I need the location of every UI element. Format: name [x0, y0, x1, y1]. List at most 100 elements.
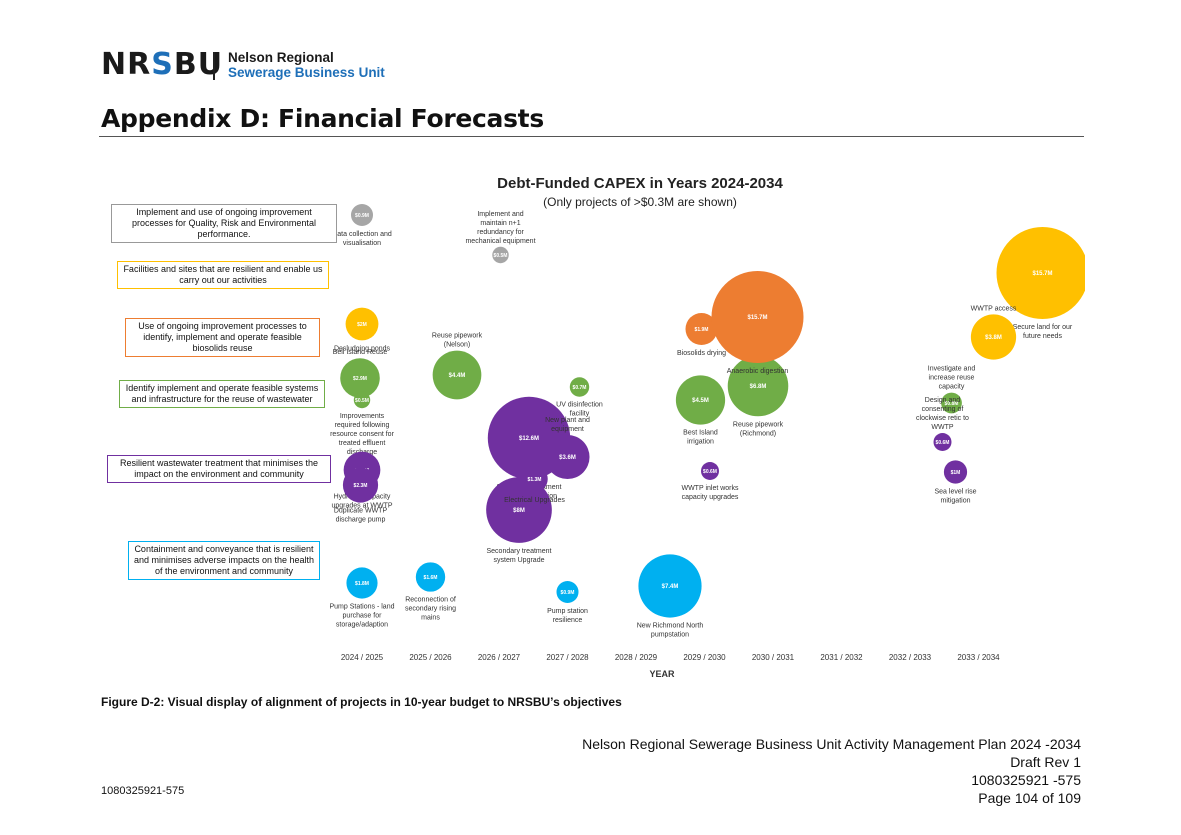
x-tick-label: 2031 / 2032	[820, 653, 863, 662]
bubble-mark	[685, 312, 718, 346]
x-tick-label: 2033 / 2034	[957, 653, 1000, 662]
bubble-project-label: Sea level rise mitigation	[934, 489, 976, 505]
bubble-value-label: $0.7M	[573, 385, 587, 391]
bubble-project-label: Pump Stations - land purchase for storage/…	[330, 604, 395, 629]
bubble-value-label: $15.7M	[747, 315, 767, 321]
bubble-project-label: Reconnection of secondary rising mains	[405, 597, 456, 622]
bubble: $0.9M Pump station resilience	[547, 580, 588, 624]
bubble-value-label: $2.9M	[353, 376, 367, 382]
bubble-mark	[675, 375, 726, 425]
bubble-mark	[941, 392, 962, 414]
bubble-mark	[432, 350, 482, 400]
bubble-project-label: Data collection and visualisation	[332, 231, 392, 247]
bubble: $15.7M Anaerobic digestion	[711, 271, 804, 375]
chart-title: Debt-Funded CAPEX in Years 2024-2034	[497, 175, 783, 192]
bubble: $1.8M Pump Stations - land purchase for sto…	[330, 567, 395, 629]
bubble-project-label: New Richmond North pumpstation	[637, 623, 704, 639]
bubble-value-label: $4.4M	[449, 373, 466, 379]
x-tick-label: 2030 / 2031	[752, 653, 795, 662]
objective-box-green: Identify implement and operate feasible …	[119, 380, 325, 408]
page-heading: Appendix D: Financial Forecasts	[101, 104, 544, 133]
bubble-project-label: WWTP inlet works capacity upgrades	[681, 485, 739, 501]
bubble: $1.9M Biosolids drying	[677, 312, 726, 357]
bubble: $2M Desludging ponds	[334, 307, 391, 352]
bubble-mark	[996, 227, 1085, 319]
bubble-project-label: Implement and maintain n+1 redundancy for m…	[465, 211, 535, 245]
footer-line-4: Page 104 of 109	[978, 790, 1081, 806]
bubble: $2.3M Duplicate WWTP discharge pump	[334, 467, 388, 524]
bubble-value-label: $1.3M	[528, 477, 542, 483]
chart-subtitle: (Only projects of >$0.3M are shown)	[543, 195, 737, 209]
footer-line-1: Nelson Regional Sewerage Business Unit A…	[582, 736, 1081, 752]
bubble: $1M Sea level rise mitigation	[934, 460, 977, 505]
bubble-mark	[346, 567, 378, 599]
figure-caption: Figure D-2: Visual display of alignment …	[101, 695, 622, 709]
bubble-mark	[569, 377, 590, 397]
logo-text: Nelson Regional Sewerage Business Unit	[228, 50, 385, 80]
bubble-mark	[492, 246, 509, 264]
bubble-value-label: $1.9M	[695, 327, 709, 333]
footer-doc-id: 1080325921-575	[101, 785, 185, 797]
x-tick-label: 2028 / 2029	[615, 653, 658, 662]
bubble-value-label: $0.6M	[936, 440, 950, 446]
bubble: $0.5M Implement and maintain n+1 redundancy…	[465, 211, 536, 264]
bubble: $8M Secondary treatment system Upgrade	[486, 477, 552, 564]
bubble-mark	[353, 391, 371, 409]
bubble: $0.6M Design and consenting of clockwise re…	[916, 397, 969, 451]
bubble-value-label: $1M	[951, 470, 961, 476]
footer-info: Nelson Regional Sewerage Business Unit A…	[582, 735, 1081, 807]
bubble-project-label: Secure land for our future needs	[1013, 324, 1073, 340]
bubble-mark	[933, 433, 952, 451]
footer-line-3: 1080325921 -575	[971, 772, 1081, 788]
bubble-value-label: $0.8M	[945, 401, 959, 407]
bubble-value-label: $3.6M	[559, 455, 576, 461]
bubble-value-label: $0.9M	[355, 213, 369, 219]
bubble-mark	[727, 355, 789, 417]
bubble-project-label: Pump station resilience	[547, 608, 588, 624]
bubble-value-label: $12.6M	[519, 436, 539, 442]
bubble-value-label: $3.8M	[985, 335, 1002, 341]
bubble-project-label: Desludging ponds	[334, 345, 391, 352]
bubble-mark	[342, 467, 379, 503]
bubble-value-label: $2.3M	[354, 483, 368, 489]
bubble-value-label: $1.6M	[424, 575, 438, 581]
bubble-value-label: $0.5M	[355, 398, 369, 404]
bubble-project-label: New plant and equipment	[545, 417, 590, 433]
bubble-project-label: Design and consenting of clockwise retic t…	[916, 397, 969, 431]
bubble: $4.5M Best Island irrigation	[675, 375, 726, 446]
bubble: $3.8M WWTP access	[970, 305, 1017, 360]
bubble: $0.6M WWTP inlet works capacity upgrades	[681, 462, 739, 501]
bubble: $0.8M Investigate and increase reuse capaci…	[928, 366, 975, 414]
bubble: $1.6M Reconnection of secondary rising main…	[405, 562, 456, 622]
bubble-project-label: Anaerobic digestion	[727, 368, 789, 375]
bubble-value-label: $15.7M	[1032, 271, 1052, 277]
x-tick-label: 2032 / 2033	[889, 653, 932, 662]
bubble-project-label: Duplicate WWTP discharge pump	[334, 508, 388, 524]
bubble-mark	[350, 203, 374, 227]
bubble: $0.9M Data collection and visualisation	[332, 203, 392, 247]
bubble-mark	[970, 314, 1017, 360]
x-tick-label: 2029 / 2030	[683, 653, 726, 662]
x-axis-ticks: 2024 / 2025 2025 / 2026 2026 / 2027 2027 / …	[341, 653, 1000, 662]
bubble-mark	[345, 307, 379, 341]
x-axis-label: YEAR	[649, 669, 675, 679]
objective-box-yellow: Facilities and sites that are resilient …	[117, 261, 329, 289]
bubble: $15.7M Secure land for our future needs	[996, 227, 1085, 340]
bubble-value-label: $4.5M	[692, 398, 709, 404]
bubble-value-label: $1.8M	[355, 581, 369, 587]
x-tick-label: 2026 / 2027	[478, 653, 521, 662]
bubble-project-label: Secondary treatment system Upgrade	[487, 548, 552, 564]
bubble-mark	[340, 358, 380, 398]
bubble-mark	[486, 477, 552, 543]
bubble-project-label: Reuse pipework (Richmond)	[733, 421, 784, 437]
bubble-project-label: Improvements required following resource c…	[330, 413, 394, 456]
logo-line-1: Nelson Regional	[228, 50, 334, 65]
bubble-project-label: Biosolids drying	[677, 350, 726, 357]
bubble-project-label: WWTP access	[971, 305, 1017, 312]
footer-line-2: Draft Rev 1	[1010, 754, 1081, 770]
x-tick-label: 2025 / 2026	[409, 653, 452, 662]
bubble-project-label: Bell Island Reuse	[333, 349, 388, 356]
bubble-mark	[415, 562, 446, 592]
nrsbu-logo: NRSBU	[101, 47, 224, 82]
